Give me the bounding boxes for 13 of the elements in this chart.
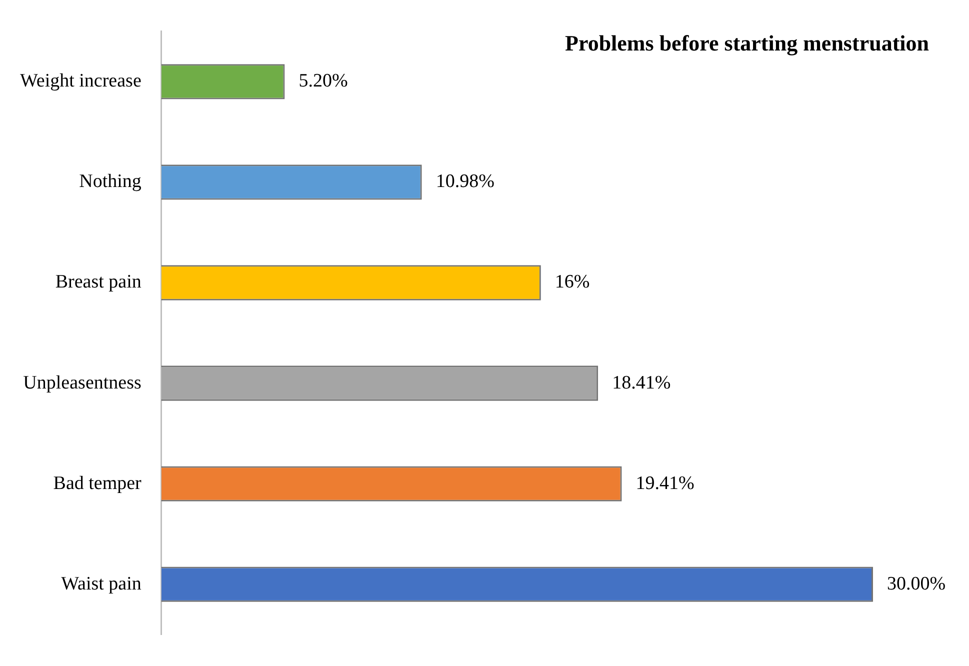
data-label: 30.00% bbox=[887, 573, 946, 594]
y-tick-label: Breast pain bbox=[55, 272, 142, 293]
data-label: 18.41% bbox=[612, 372, 671, 394]
y-tick-label: Weight increase bbox=[20, 70, 142, 92]
y-tick-label: Bad temper bbox=[53, 472, 142, 494]
y-tick-label: Waist pain bbox=[61, 573, 142, 594]
data-label: 16% bbox=[554, 272, 590, 293]
chart-title: Problems before starting menstruation bbox=[565, 30, 929, 56]
y-tick-label: Nothing bbox=[79, 171, 142, 192]
y-tick-label: Unpleasentness bbox=[23, 372, 142, 394]
data-label: 5.20% bbox=[298, 70, 348, 92]
data-label: 19.41% bbox=[636, 472, 695, 494]
data-label: 10.98% bbox=[436, 171, 495, 192]
